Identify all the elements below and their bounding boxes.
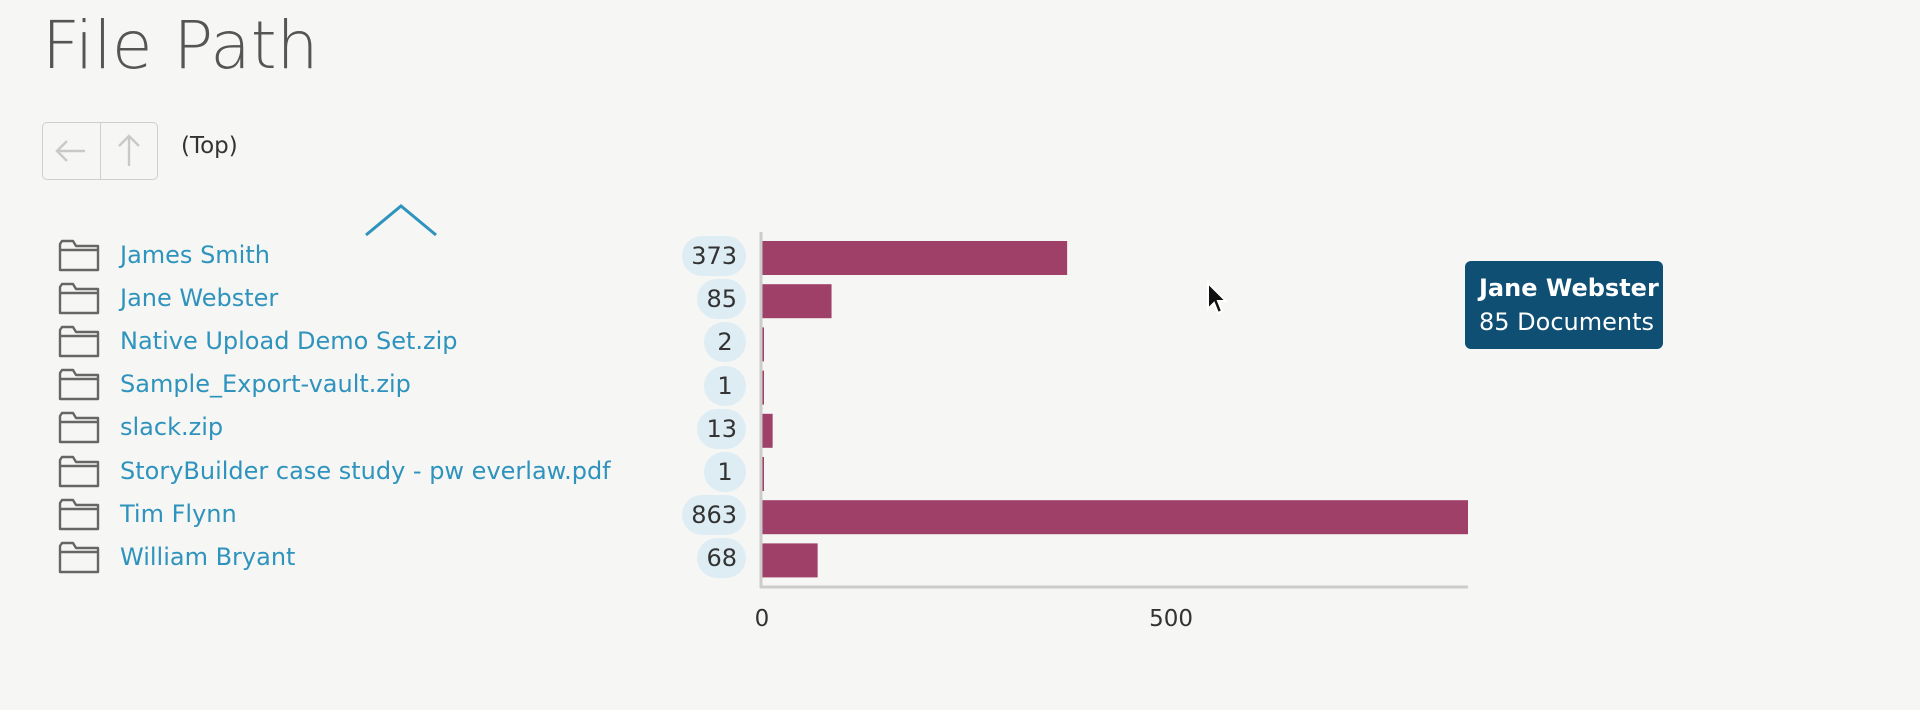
list-item[interactable]: Native Upload Demo Set.zip (58, 319, 611, 362)
folder-icon (58, 455, 100, 487)
list-item[interactable]: Tim Flynn (58, 492, 611, 535)
folder-link[interactable]: Sample_Export-vault.zip (120, 370, 411, 399)
folder-link[interactable]: StoryBuilder case study - pw everlaw.pdf (120, 456, 611, 485)
list-item[interactable]: James Smith (58, 233, 611, 276)
list-item[interactable]: slack.zip (58, 406, 611, 449)
back-button[interactable] (43, 123, 100, 179)
folder-link[interactable]: William Bryant (120, 542, 296, 571)
folder-icon (58, 325, 100, 358)
tooltip-subtitle: 85 Documents (1479, 308, 1655, 336)
folder-link[interactable]: Jane Webster (120, 283, 279, 312)
count-badge: 2 (704, 322, 746, 363)
chart-bar[interactable] (762, 370, 764, 405)
chevron-up-icon (365, 204, 437, 237)
list-item[interactable]: Sample_Export-vault.zip (58, 363, 611, 406)
count-badge: 1 (704, 365, 746, 406)
arrow-up-icon (118, 134, 140, 166)
folder-link[interactable]: Tim Flynn (120, 499, 237, 528)
folder-icon (58, 541, 100, 574)
folder-icon (58, 498, 100, 530)
folder-link[interactable]: James Smith (120, 240, 270, 269)
folder-list: James Smith Jane Webster Native Upload Dem… (58, 233, 611, 579)
chart-bar[interactable] (762, 457, 764, 491)
chart-tooltip: Jane Webster 85 Documents (1465, 261, 1663, 349)
mouse-cursor-icon (1206, 280, 1230, 321)
list-item[interactable]: Jane Webster (58, 276, 611, 319)
count-badge: 863 (682, 495, 746, 536)
folder-icon (58, 239, 100, 271)
folder-icon (58, 368, 100, 401)
folder-icon (58, 412, 100, 444)
arrow-left-icon (55, 140, 86, 162)
count-badge: 373 (682, 236, 746, 276)
nav-button-group (42, 122, 158, 180)
chart-bar[interactable] (762, 500, 1468, 535)
chart-bar[interactable] (762, 543, 818, 578)
chart-bar[interactable] (762, 327, 764, 362)
chart-bar[interactable] (762, 413, 773, 448)
list-item[interactable]: StoryBuilder case study - pw everlaw.pdf (58, 449, 611, 492)
collapse-button[interactable] (364, 203, 438, 241)
page-title: File Path (42, 7, 319, 84)
count-badge: 1 (704, 452, 746, 492)
tooltip-title: Jane Webster (1479, 274, 1659, 302)
list-item[interactable]: William Bryant (58, 535, 611, 578)
count-badge: 85 (697, 279, 746, 320)
chart-bar[interactable] (762, 241, 1068, 275)
count-badge: 13 (697, 408, 746, 449)
count-badge: 68 (697, 538, 746, 579)
folder-link[interactable]: Native Upload Demo Set.zip (120, 326, 458, 355)
x-tick-label: 500 (1149, 606, 1193, 632)
chart-bar[interactable] (762, 284, 832, 319)
up-button[interactable] (99, 123, 157, 179)
x-tick-label: 0 (755, 606, 770, 632)
folder-link[interactable]: slack.zip (120, 413, 224, 442)
folder-icon (58, 282, 100, 314)
breadcrumb: (Top) (181, 133, 238, 159)
